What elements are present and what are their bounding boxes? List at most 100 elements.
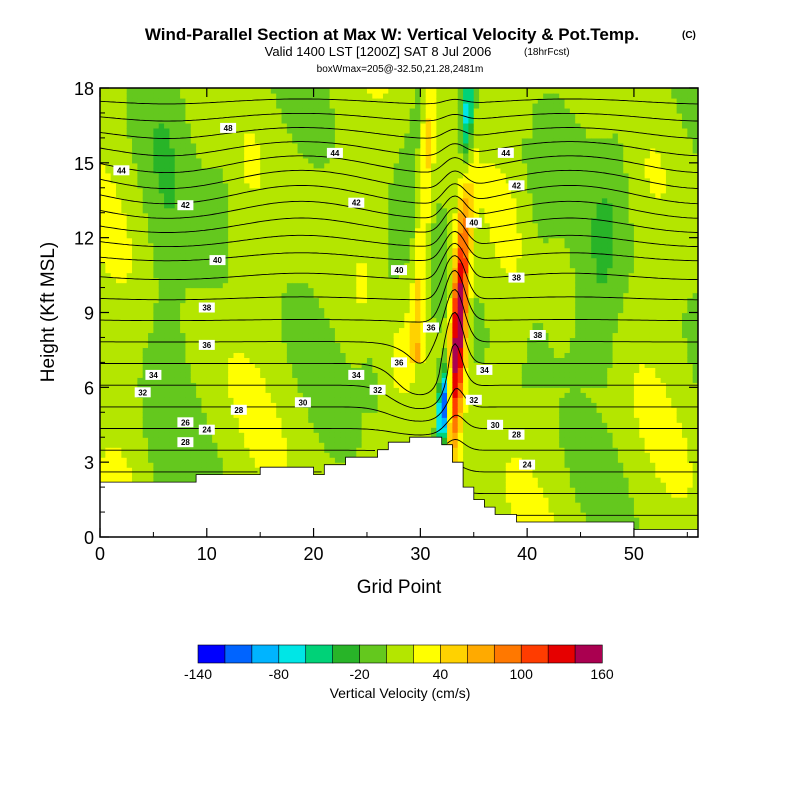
field-cell <box>153 262 160 269</box>
field-cell <box>212 367 219 373</box>
field-cell <box>292 342 299 349</box>
field-cell <box>324 397 331 403</box>
field-cell <box>238 177 245 184</box>
field-cell <box>260 107 267 114</box>
field-cell <box>174 327 181 334</box>
field-cell <box>142 212 149 219</box>
field-cell <box>121 322 128 329</box>
field-cell <box>132 162 138 169</box>
field-cell <box>196 372 203 378</box>
field-cell <box>105 142 112 149</box>
field-cell <box>222 397 229 403</box>
field-cell <box>110 337 117 344</box>
field-cell <box>388 242 395 249</box>
field-cell <box>340 307 347 314</box>
field-cell <box>244 322 251 329</box>
field-cell <box>302 277 309 284</box>
field-cell <box>313 242 320 249</box>
field-cell <box>126 362 133 368</box>
field-cell <box>137 97 144 104</box>
field-cell <box>388 302 395 309</box>
field-cell <box>212 197 219 204</box>
field-cell <box>292 357 299 363</box>
field-cell <box>345 162 352 169</box>
field-cell <box>286 387 293 393</box>
field-cell <box>174 192 181 199</box>
field-cell <box>238 147 245 154</box>
field-cell <box>297 302 304 309</box>
field-cell <box>260 272 267 279</box>
field-cell <box>260 227 267 234</box>
field-cell <box>302 272 309 279</box>
field-cell <box>302 192 309 199</box>
field-cell <box>265 157 272 164</box>
field-cell <box>356 337 363 344</box>
field-cell <box>142 97 149 104</box>
field-cell <box>254 412 261 418</box>
field-cell <box>372 147 379 154</box>
field-cell <box>361 337 368 344</box>
field-cell <box>217 137 224 144</box>
field-cell <box>281 88 288 94</box>
field-cell <box>292 172 299 179</box>
field-cell <box>185 472 192 478</box>
field-cell <box>329 377 336 383</box>
field-cell <box>190 337 197 344</box>
field-cell <box>105 277 112 284</box>
field-cell <box>164 92 171 99</box>
field-cell <box>201 277 208 284</box>
field-cell <box>361 437 368 443</box>
field-cell <box>121 292 128 299</box>
field-cell <box>372 197 379 204</box>
field-cell <box>334 437 341 443</box>
field-cell <box>137 112 144 119</box>
field-cell <box>372 167 379 174</box>
field-cell <box>361 282 368 289</box>
field-cell <box>100 452 106 458</box>
field-cell <box>164 157 171 164</box>
field-cell <box>302 262 309 269</box>
field-cell <box>286 187 293 194</box>
field-cell <box>276 122 283 129</box>
field-cell <box>361 392 368 398</box>
field-cell <box>180 237 187 244</box>
field-cell <box>270 257 277 264</box>
field-cell <box>190 192 197 199</box>
field-cell <box>196 172 203 179</box>
field-cell <box>286 172 293 179</box>
field-cell <box>137 332 144 339</box>
field-cell <box>313 202 320 209</box>
field-cell <box>190 397 197 403</box>
field-cell <box>340 282 347 289</box>
field-cell <box>233 452 240 458</box>
field-cell <box>121 137 128 144</box>
field-cell <box>372 187 379 194</box>
field-cell <box>377 217 384 224</box>
field-cell <box>174 402 181 408</box>
field-cell <box>334 257 341 264</box>
field-cell <box>372 247 379 254</box>
field-cell <box>105 257 112 264</box>
field-cell <box>302 247 309 254</box>
field-cell <box>190 332 197 339</box>
field-cell <box>169 462 176 468</box>
field-cell <box>345 107 352 114</box>
field-cell <box>148 182 154 189</box>
field-cell <box>372 452 379 458</box>
field-cell <box>217 202 224 209</box>
field-cell <box>366 352 373 358</box>
field-cell <box>302 222 309 229</box>
field-cell <box>340 152 347 159</box>
field-cell <box>308 372 315 378</box>
field-cell <box>148 457 154 463</box>
field-cell <box>196 122 203 129</box>
field-cell <box>212 377 219 383</box>
field-cell <box>238 202 245 209</box>
field-cell <box>318 317 325 324</box>
field-cell <box>233 137 240 144</box>
field-cell <box>228 102 235 109</box>
field-cell <box>281 372 288 378</box>
field-cell <box>388 402 395 408</box>
field-cell <box>324 172 331 179</box>
field-cell <box>100 372 106 378</box>
